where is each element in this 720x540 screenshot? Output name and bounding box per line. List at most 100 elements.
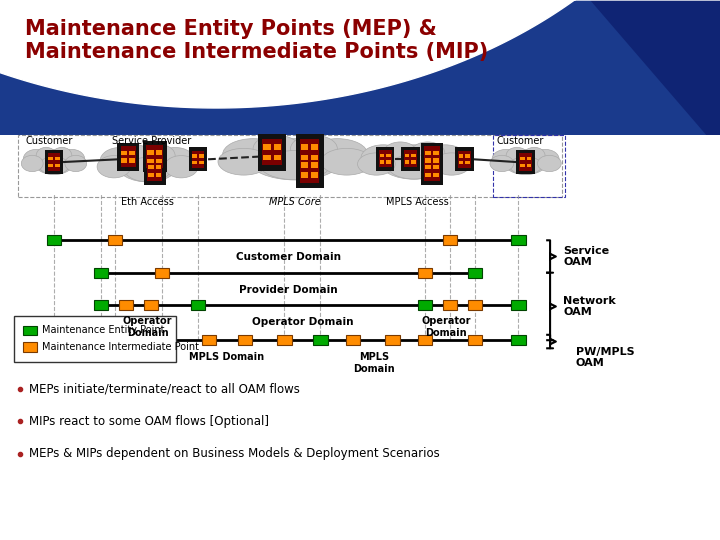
Bar <box>156 159 162 163</box>
Bar <box>411 160 416 164</box>
Text: Operator
Domain: Operator Domain <box>123 316 172 338</box>
Bar <box>130 151 135 155</box>
Bar <box>23 326 37 335</box>
FancyBboxPatch shape <box>14 316 176 362</box>
Bar <box>516 150 535 174</box>
Bar <box>202 335 216 345</box>
Bar <box>376 147 395 171</box>
Text: MPLS Core: MPLS Core <box>269 197 321 207</box>
Ellipse shape <box>492 150 520 168</box>
Bar <box>156 173 161 177</box>
Bar <box>426 158 431 163</box>
Bar <box>379 153 384 157</box>
Ellipse shape <box>523 147 545 164</box>
Bar <box>147 161 162 181</box>
Ellipse shape <box>504 150 547 174</box>
Bar <box>143 141 167 172</box>
Text: Maintenance Entity Points (MEP) &
Maintenance Intermediate Points (MIP): Maintenance Entity Points (MEP) & Mainte… <box>25 19 488 62</box>
Bar <box>155 268 169 278</box>
Ellipse shape <box>97 156 131 178</box>
Ellipse shape <box>260 151 330 180</box>
Bar <box>468 300 482 310</box>
Bar <box>313 335 328 345</box>
Bar <box>511 300 526 310</box>
Bar <box>148 165 154 170</box>
Text: MPLS
Domain: MPLS Domain <box>354 352 395 374</box>
Bar <box>274 144 281 150</box>
Bar <box>148 173 154 177</box>
Text: Customer: Customer <box>497 136 544 146</box>
Bar <box>468 335 482 345</box>
Ellipse shape <box>358 153 395 175</box>
Text: MIPs react to some OAM flows [Optional]: MIPs react to some OAM flows [Optional] <box>29 415 269 428</box>
Ellipse shape <box>506 147 528 164</box>
Text: MEPs & MIPs dependent on Business Models & Deployment Scenarios: MEPs & MIPs dependent on Business Models… <box>29 447 439 460</box>
Bar <box>426 165 431 170</box>
Bar <box>311 154 318 160</box>
Bar <box>122 151 127 155</box>
Ellipse shape <box>164 156 198 178</box>
Polygon shape <box>590 0 720 151</box>
Ellipse shape <box>125 158 171 181</box>
Bar <box>264 154 271 160</box>
Text: Operator
Domain: Operator Domain <box>422 316 471 338</box>
Ellipse shape <box>423 145 467 171</box>
Ellipse shape <box>490 156 514 172</box>
Bar <box>301 172 308 178</box>
Bar <box>425 146 439 167</box>
Ellipse shape <box>156 147 195 174</box>
Bar <box>119 300 133 310</box>
Bar <box>426 173 431 177</box>
Ellipse shape <box>383 142 418 164</box>
Ellipse shape <box>388 155 440 179</box>
Bar <box>277 335 292 345</box>
Ellipse shape <box>39 157 69 174</box>
Text: Maintenance Intermediate Point: Maintenance Intermediate Point <box>42 342 199 352</box>
Ellipse shape <box>531 150 559 168</box>
Bar <box>455 147 474 171</box>
Bar <box>94 268 108 278</box>
Text: PW/MPLS
OAM: PW/MPLS OAM <box>576 347 634 368</box>
Bar <box>511 335 526 345</box>
Bar <box>258 134 287 171</box>
Bar <box>411 153 416 157</box>
Bar <box>520 164 525 167</box>
Bar <box>468 268 482 278</box>
Bar <box>264 144 271 150</box>
Text: Customer: Customer <box>25 136 73 146</box>
Bar <box>311 172 318 178</box>
Bar <box>238 335 252 345</box>
Bar <box>45 150 63 174</box>
Bar <box>48 164 53 167</box>
Bar <box>404 150 417 167</box>
Bar <box>156 150 162 154</box>
Bar <box>465 161 470 165</box>
Ellipse shape <box>510 157 542 174</box>
Bar <box>379 160 384 164</box>
Text: Service
OAM: Service OAM <box>563 246 609 267</box>
Bar <box>405 153 410 157</box>
Bar <box>405 160 410 164</box>
Ellipse shape <box>361 145 405 171</box>
Bar <box>301 154 308 160</box>
Bar <box>199 154 204 158</box>
Bar <box>0 0 720 135</box>
Bar <box>144 300 158 310</box>
Text: Customer Domain: Customer Domain <box>235 252 341 262</box>
Bar <box>262 139 282 165</box>
Bar <box>121 146 135 167</box>
Ellipse shape <box>537 156 562 172</box>
Ellipse shape <box>59 150 85 168</box>
Bar <box>459 154 464 158</box>
Bar <box>189 147 207 171</box>
Bar <box>23 342 37 352</box>
Bar <box>526 164 531 167</box>
Text: MEPs initiate/terminate/react to all OAM flows: MEPs initiate/terminate/react to all OAM… <box>29 382 300 395</box>
Text: Operator Domain: Operator Domain <box>252 317 353 327</box>
Ellipse shape <box>22 156 43 172</box>
Bar <box>108 235 122 245</box>
Ellipse shape <box>290 135 337 162</box>
Bar <box>401 147 420 171</box>
Text: MPLS Domain: MPLS Domain <box>189 352 264 362</box>
Bar <box>459 161 464 165</box>
